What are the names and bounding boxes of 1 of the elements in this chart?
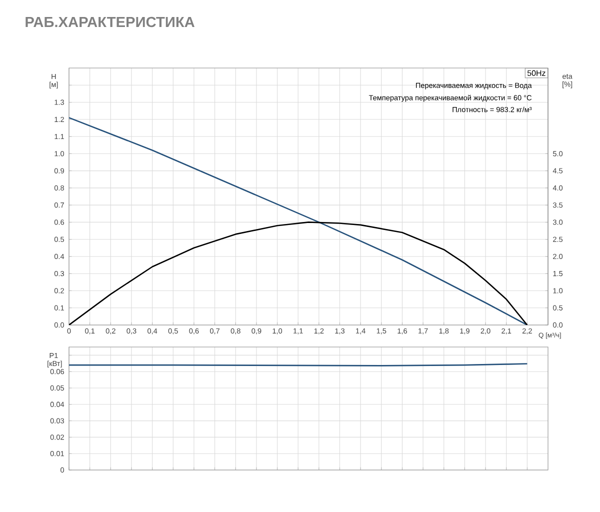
chart-title: РАБ.ХАРАКТЕРИСТИКА xyxy=(26,16,194,28)
